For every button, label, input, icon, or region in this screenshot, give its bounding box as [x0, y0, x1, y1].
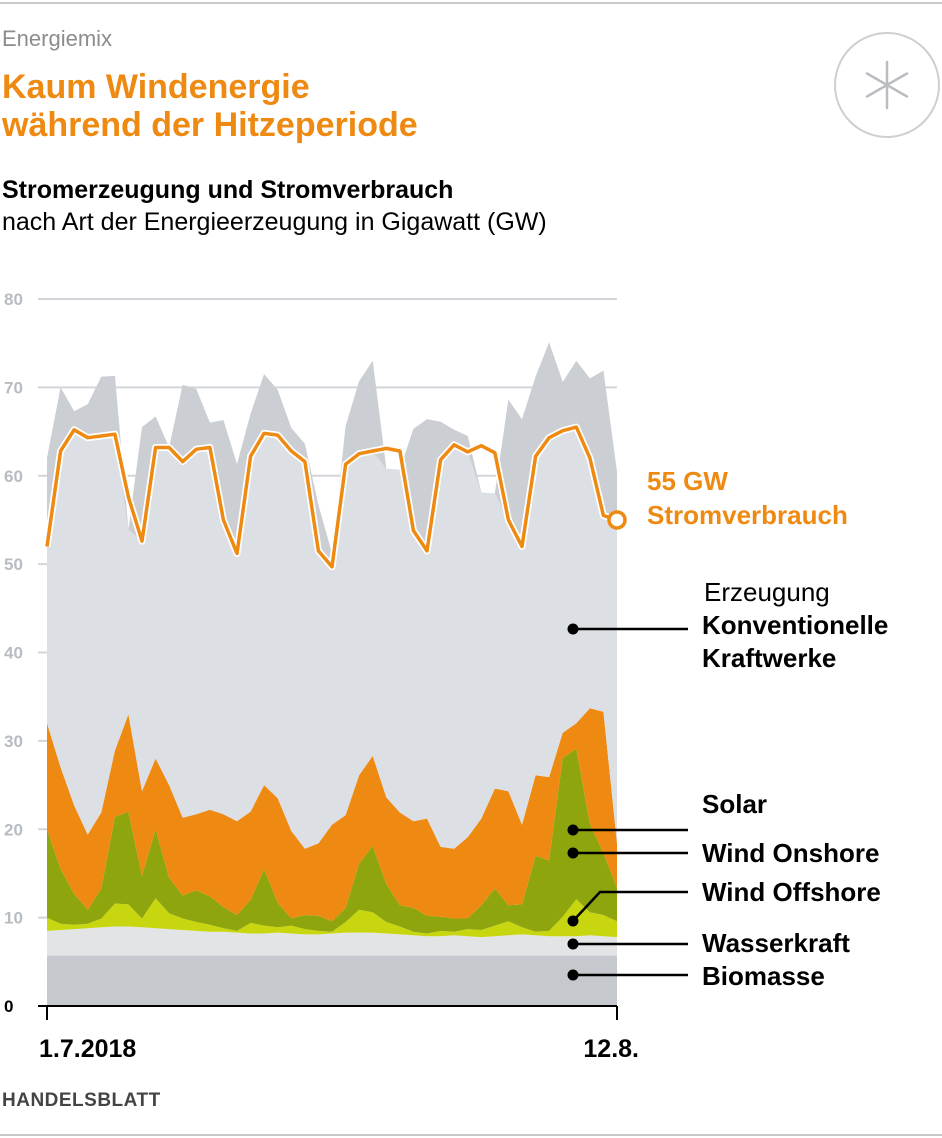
source-label: HANDELSBLATT	[2, 1090, 161, 1111]
area-wind-onshore	[47, 748, 617, 934]
y-tick-label-10: 10	[4, 909, 23, 928]
callout-dot-wind_offshore	[567, 915, 579, 927]
y-tick-label-30: 30	[4, 732, 23, 751]
legend-conventional-line-2: Kraftwerke	[702, 643, 836, 673]
callout-dot-hydro	[567, 938, 579, 950]
y-tick-label-50: 50	[4, 555, 23, 574]
callout-dot-wind_onshore	[567, 847, 579, 859]
y-tick-label-20: 20	[4, 820, 23, 839]
callout-dot-conventional	[567, 623, 579, 635]
legend-wind-onshore: Wind Onshore	[702, 838, 879, 868]
y-tick-label-0: 0	[4, 997, 13, 1016]
chart-subline: nach Art der Energieerzeugung in Gigawat…	[2, 208, 547, 236]
x-tick-label-end: 12.8.	[583, 1035, 639, 1063]
headline: Kaum Windenergie während der Hitzeperiod…	[2, 68, 722, 144]
consumption-endpoint-marker	[607, 510, 627, 530]
area-wind-offshore	[47, 898, 617, 938]
legend-biomass: Biomasse	[702, 961, 825, 991]
brand-badge	[834, 32, 940, 138]
consumption-annotation-value: 55 GW	[647, 466, 728, 496]
top-rule	[0, 2, 942, 4]
y-tick-label-60: 60	[4, 467, 23, 486]
chart-subtitle: Stromerzeugung und Stromverbrauch	[2, 176, 454, 204]
legend-conventional-line-1: Konventionelle	[702, 610, 888, 640]
consumption-annotation-label: Stromverbrauch	[647, 500, 848, 530]
callout-line-wind_offshore	[572, 890, 688, 922]
area-biomasse	[47, 955, 617, 1006]
legend-wind-offshore: Wind Offshore	[702, 877, 881, 907]
kicker: Energiemix	[2, 26, 113, 51]
callout-dot-solar	[567, 824, 579, 836]
area-generation-peak	[47, 342, 617, 567]
area-wasserkraft	[47, 926, 617, 956]
headline-line-1: Kaum Windenergie	[2, 68, 310, 106]
bottom-rule	[0, 1134, 942, 1136]
area-solar	[47, 708, 617, 922]
callout-dot-biomass	[567, 969, 579, 981]
y-tick-label-40: 40	[4, 644, 23, 663]
legend-hydro: Wasserkraft	[702, 928, 850, 958]
x-tick-label-start: 1.7.2018	[39, 1035, 136, 1063]
legend-solar: Solar	[702, 789, 767, 819]
y-tick-label-80: 80	[4, 290, 23, 309]
y-tick-label-70: 70	[4, 378, 23, 397]
asterisk-icon	[865, 60, 909, 110]
consumption-line	[45, 425, 618, 569]
headline-line-2: während der Hitzeperiode	[2, 106, 418, 144]
legend-erzeugung: Erzeugung	[704, 577, 830, 607]
